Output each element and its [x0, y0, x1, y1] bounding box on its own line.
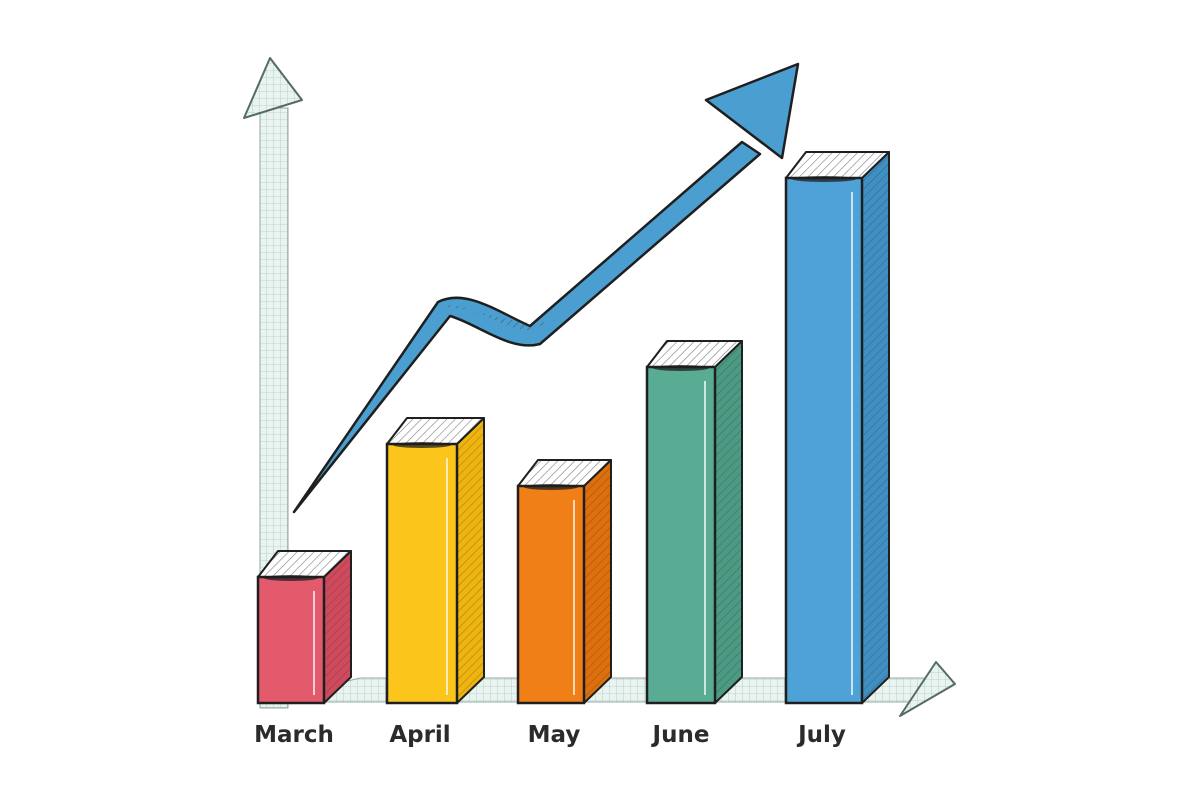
- x-tick-labels: March April May June July: [254, 722, 846, 748]
- trend-arrow: [292, 62, 800, 514]
- bar-march-rim: [264, 575, 318, 581]
- bar-july: [784, 151, 890, 705]
- trend-arrow-hatch: [440, 305, 560, 330]
- bar-june: [645, 340, 743, 705]
- bar-june-top-hatch: [647, 341, 742, 367]
- x-axis-arrowhead-icon: [899, 661, 956, 717]
- bar-april-front: [385, 442, 459, 705]
- bar-april-side-hatch: [457, 418, 484, 703]
- bars-group: [256, 151, 890, 705]
- bar-may-rim: [524, 484, 578, 490]
- bar-july-top-hatch: [786, 152, 889, 178]
- x-tick-label-may: May: [528, 722, 581, 748]
- bar-april-top-hatch: [387, 418, 484, 444]
- bar-july-side-hatch: [862, 152, 889, 703]
- bar-june-side-hatch: [715, 341, 742, 703]
- y-axis-arrowhead-icon: [243, 57, 303, 119]
- bar-march-top-hatch: [258, 551, 351, 577]
- bar-july-front: [784, 176, 864, 705]
- bar-may-top-hatch: [518, 460, 611, 486]
- bar-march-side-hatch: [324, 551, 351, 703]
- bar-june-front: [645, 365, 717, 705]
- trend-arrowhead-icon: [704, 62, 800, 160]
- bar-april: [385, 417, 485, 705]
- bar-may-side-hatch: [584, 460, 611, 703]
- x-tick-label-july: July: [796, 722, 846, 748]
- bar-april-rim: [393, 442, 451, 448]
- bar-may: [516, 459, 612, 705]
- bar-july-rim: [792, 176, 856, 182]
- bar-june-rim: [653, 365, 709, 371]
- bar-march: [256, 550, 352, 705]
- x-tick-label-june: June: [651, 722, 710, 748]
- x-tick-label-april: April: [389, 722, 450, 748]
- x-tick-label-march: March: [254, 722, 334, 748]
